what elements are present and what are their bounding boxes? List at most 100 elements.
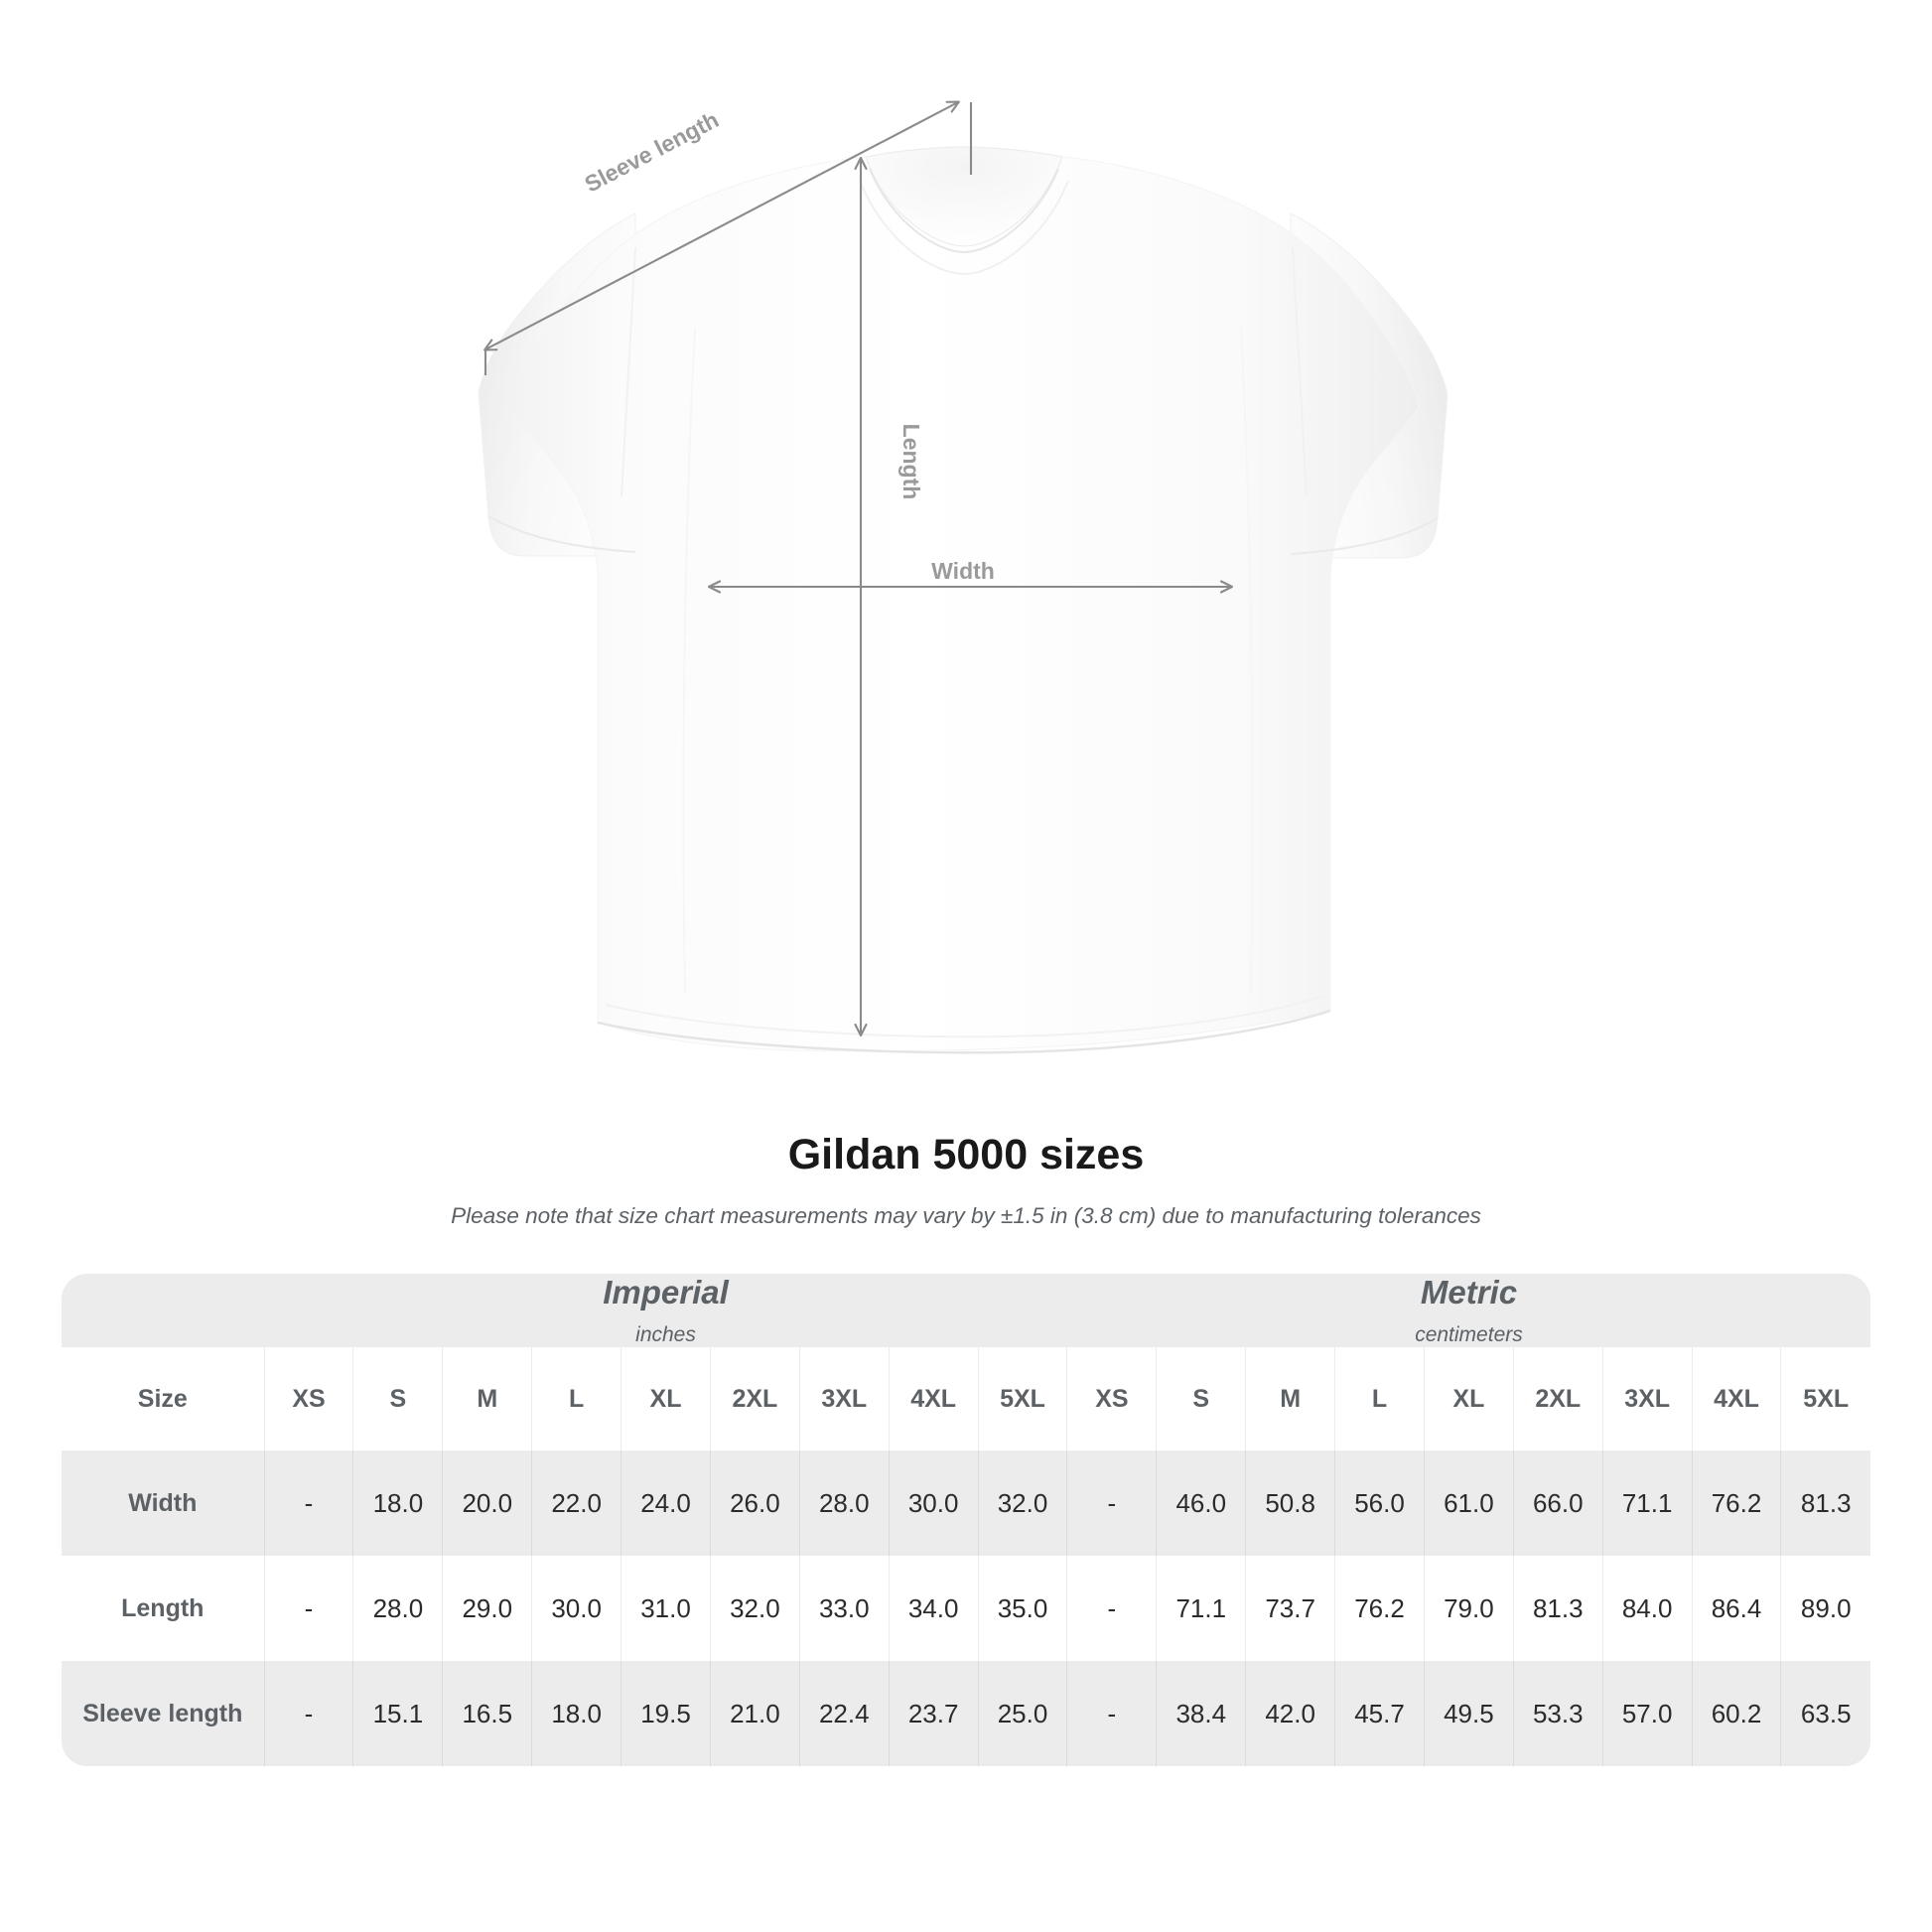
size-chart-card: Imperial inches Metric centimeters Size XS S M L… xyxy=(62,1274,1870,1767)
column-header-size: Size xyxy=(62,1347,265,1451)
column-header-imperial-3xl: 3XL xyxy=(799,1347,890,1451)
cell-width-metric-5xl: 81.3 xyxy=(1780,1450,1870,1557)
column-header-imperial-xl: XL xyxy=(621,1347,711,1451)
unit-group-subtitle: inches xyxy=(635,1322,696,1346)
cell-length-imperial-xl: 31.0 xyxy=(621,1556,711,1662)
cell-width-imperial-2xl: 26.0 xyxy=(710,1450,800,1557)
table-row: Width -18.0 20.0 22.0 24.0 26.0 28.0 30.0 32.0-4… xyxy=(62,1450,1870,1557)
cell-length-imperial-xs: - xyxy=(263,1556,354,1662)
cell-width-imperial-4xl: 30.0 xyxy=(889,1450,979,1557)
cell-length-imperial-2xl: 32.0 xyxy=(710,1556,800,1662)
cell-sleeve-length-imperial-xs: - xyxy=(263,1661,354,1767)
column-header-imperial-s: S xyxy=(352,1347,444,1451)
cell-sleeve-length-metric-m: 42.0 xyxy=(1245,1661,1336,1767)
cell-length-imperial-s: 28.0 xyxy=(352,1556,444,1662)
tolerance-note: Please note that size chart measurements… xyxy=(451,1203,1481,1229)
cell-sleeve-length-metric-5xl: 63.5 xyxy=(1780,1661,1870,1767)
measurement-annotations xyxy=(485,102,1231,1035)
cell-sleeve-length-metric-2xl: 53.3 xyxy=(1513,1661,1603,1767)
cell-length-metric-2xl: 81.3 xyxy=(1513,1556,1603,1662)
length-label: Length xyxy=(898,424,924,500)
cell-sleeve-length-metric-l: 45.7 xyxy=(1334,1661,1425,1767)
cell-length-imperial-m: 29.0 xyxy=(442,1556,533,1662)
cell-width-imperial-l: 22.0 xyxy=(531,1450,622,1557)
cell-width-metric-xs: - xyxy=(1066,1450,1158,1557)
cell-sleeve-length-metric-s: 38.4 xyxy=(1156,1661,1247,1767)
row-header-length: Length xyxy=(62,1556,265,1662)
unit-group-name: Metric xyxy=(1420,1274,1518,1311)
unit-group-imperial: Imperial inches xyxy=(264,1274,1067,1348)
column-header-imperial-5xl: 5XL xyxy=(978,1347,1068,1451)
column-header-metric-m: M xyxy=(1245,1347,1336,1451)
unit-group-name: Imperial xyxy=(603,1274,729,1311)
column-header-imperial-xs: XS xyxy=(263,1347,354,1451)
cell-length-metric-4xl: 86.4 xyxy=(1692,1556,1782,1662)
unit-group-subtitle: centimeters xyxy=(1415,1322,1523,1346)
cell-width-imperial-xs: - xyxy=(263,1450,354,1557)
tshirt-illustration: Sleeve length Length Width xyxy=(478,0,1449,1054)
row-header-width: Width xyxy=(62,1450,265,1557)
cell-length-imperial-l: 30.0 xyxy=(531,1556,622,1662)
cell-length-metric-l: 76.2 xyxy=(1334,1556,1425,1662)
cell-sleeve-length-imperial-m: 16.5 xyxy=(442,1661,533,1767)
unit-row-spacer xyxy=(62,1274,265,1348)
unit-group-row: Imperial inches Metric centimeters xyxy=(62,1274,1870,1348)
cell-length-metric-m: 73.7 xyxy=(1245,1556,1336,1662)
cell-width-imperial-5xl: 32.0 xyxy=(978,1450,1068,1557)
cell-length-metric-xl: 79.0 xyxy=(1424,1556,1514,1662)
cell-sleeve-length-imperial-xl: 19.5 xyxy=(621,1661,711,1767)
cell-sleeve-length-metric-3xl: 57.0 xyxy=(1602,1661,1693,1767)
cell-sleeve-length-imperial-s: 15.1 xyxy=(352,1661,444,1767)
cell-sleeve-length-metric-xl: 49.5 xyxy=(1424,1661,1514,1767)
column-header-metric-2xl: 2XL xyxy=(1513,1347,1603,1451)
column-header-metric-l: L xyxy=(1334,1347,1425,1451)
cell-width-metric-l: 56.0 xyxy=(1334,1450,1425,1557)
column-header-metric-4xl: 4XL xyxy=(1692,1347,1782,1451)
cell-width-metric-3xl: 71.1 xyxy=(1602,1450,1693,1557)
column-header-imperial-2xl: 2XL xyxy=(710,1347,800,1451)
column-header-metric-xs: XS xyxy=(1066,1347,1158,1451)
sleeve-length-label: Sleeve length xyxy=(581,106,724,198)
cell-length-imperial-3xl: 33.0 xyxy=(799,1556,890,1662)
row-header-sleeve-length: Sleeve length xyxy=(62,1661,265,1767)
cell-width-imperial-3xl: 28.0 xyxy=(799,1450,890,1557)
cell-width-imperial-m: 20.0 xyxy=(442,1450,533,1557)
cell-sleeve-length-metric-4xl: 60.2 xyxy=(1692,1661,1782,1767)
cell-width-metric-m: 50.8 xyxy=(1245,1450,1336,1557)
column-header-imperial-l: L xyxy=(531,1347,622,1451)
cell-sleeve-length-imperial-4xl: 23.7 xyxy=(889,1661,979,1767)
cell-width-imperial-xl: 24.0 xyxy=(621,1450,711,1557)
table-row: Sleeve length -15.1 16.5 18.0 19.5 21.0 22.4 23… xyxy=(62,1661,1870,1767)
column-header-imperial-4xl: 4XL xyxy=(889,1347,979,1451)
cell-sleeve-length-imperial-3xl: 22.4 xyxy=(799,1661,890,1767)
column-header-metric-xl: XL xyxy=(1424,1347,1514,1451)
cell-width-metric-2xl: 66.0 xyxy=(1513,1450,1603,1557)
cell-length-metric-s: 71.1 xyxy=(1156,1556,1247,1662)
tshirt-graphic xyxy=(478,146,1449,1054)
cell-length-imperial-4xl: 34.0 xyxy=(889,1556,979,1662)
page-title: Gildan 5000 sizes xyxy=(787,1131,1145,1178)
table-row: Length -28.0 29.0 30.0 31.0 32.0 33.0 34.0 35.0-… xyxy=(62,1556,1870,1662)
unit-group-metric: Metric centimeters xyxy=(1066,1274,1870,1348)
column-header-imperial-m: M xyxy=(442,1347,533,1451)
size-header-row: Size XS S M L XL 2XL 3XL 4XL 5XL XS S M L XL 2XL 3XL 4XL 5… xyxy=(62,1347,1870,1451)
column-header-metric-s: S xyxy=(1156,1347,1247,1451)
column-header-metric-5xl: 5XL xyxy=(1780,1347,1870,1451)
cell-length-imperial-5xl: 35.0 xyxy=(978,1556,1068,1662)
cell-sleeve-length-imperial-5xl: 25.0 xyxy=(978,1661,1068,1767)
cell-length-metric-3xl: 84.0 xyxy=(1602,1556,1693,1662)
cell-sleeve-length-imperial-2xl: 21.0 xyxy=(710,1661,800,1767)
hem-seam xyxy=(597,1009,1331,1054)
width-label: Width xyxy=(931,558,995,584)
sleeve-length-line xyxy=(485,102,958,349)
cell-length-metric-xs: - xyxy=(1066,1556,1158,1662)
tshirt-body xyxy=(507,156,1421,1052)
cell-width-metric-s: 46.0 xyxy=(1156,1450,1247,1557)
cell-length-metric-5xl: 89.0 xyxy=(1780,1556,1870,1662)
column-header-metric-3xl: 3XL xyxy=(1602,1347,1693,1451)
cell-width-metric-4xl: 76.2 xyxy=(1692,1450,1782,1557)
heading-block: Gildan 5000 sizes Please note that size … xyxy=(0,1131,1932,1229)
cell-width-imperial-s: 18.0 xyxy=(352,1450,444,1557)
size-chart-table: Imperial inches Metric centimeters Size XS S M L… xyxy=(62,1274,1870,1767)
cell-width-metric-xl: 61.0 xyxy=(1424,1450,1514,1557)
